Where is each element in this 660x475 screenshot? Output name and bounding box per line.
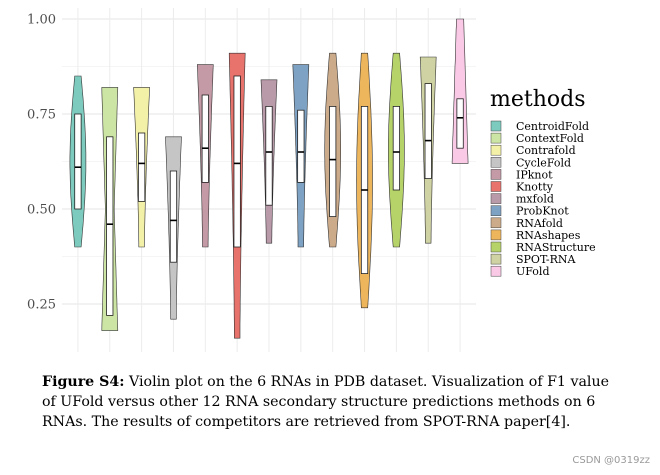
y-axis-ticks: 1.00 0.75 0.50 0.25 — [27, 13, 56, 313]
legend-key-Contrafold — [490, 144, 502, 156]
violin-Contrafold — [133, 87, 150, 248]
legend-key-ContextFold — [490, 132, 502, 144]
legend-label-RNAshapes: RNAshapes — [516, 229, 581, 242]
legend-label-ProbKnot: ProbKnot — [516, 205, 569, 218]
box-ContextFold — [106, 136, 114, 316]
box-CentroidFold — [74, 113, 82, 210]
legend-label-SPOT-RNA: SPOT-RNA — [516, 253, 576, 266]
legend-key-SPOT-RNA — [490, 253, 502, 265]
figure-caption: Figure S4: Violin plot on the 6 RNAs in … — [42, 372, 612, 432]
violin-Knotty — [228, 52, 246, 339]
y-tick-label-3: 0.25 — [27, 298, 56, 313]
violins — [69, 18, 469, 339]
legend-key-UFold — [490, 265, 502, 277]
box-RNAfold — [329, 106, 337, 217]
y-tick-label-1: 0.75 — [27, 108, 56, 123]
violin-RNAStructure — [388, 52, 405, 248]
legend-key-Knotty — [490, 181, 502, 192]
box-IPknot — [201, 94, 209, 183]
box-Contrafold — [138, 132, 146, 202]
violin-CycleFold — [165, 136, 182, 320]
caption-label: Figure S4: — [42, 374, 125, 390]
legend-label-CentroidFold: CentroidFold — [516, 120, 589, 133]
box-SPOT-RNA — [424, 83, 432, 179]
violin-body-UFold — [451, 18, 469, 164]
violin-chart: 1.000.750.500.25 methods CentroidFoldCon… — [27, 8, 596, 352]
violin-ContextFold — [101, 87, 119, 331]
legend-key-RNAStructure — [490, 241, 502, 253]
legend-key-RNAshapes — [490, 229, 502, 241]
box-UFold — [456, 98, 464, 149]
box-ProbKnot — [297, 109, 305, 183]
violin-IPknot — [196, 64, 214, 248]
y-tick-label-0: 1.00 — [27, 13, 56, 28]
legend-label-ContextFold: ContextFold — [516, 132, 584, 145]
box-mxfold — [265, 106, 273, 206]
box-RNAStructure — [392, 106, 400, 191]
violin-RNAfold — [324, 52, 341, 248]
violin-CentroidFold — [69, 75, 87, 248]
violin-ProbKnot — [292, 64, 310, 248]
legend-key-ProbKnot — [490, 205, 502, 216]
y-tick-label-2: 0.50 — [27, 203, 56, 218]
legend-key-IPknot — [490, 169, 502, 180]
legend-label-CycleFold: CycleFold — [516, 156, 571, 169]
box-CycleFold — [169, 170, 178, 263]
legend-key-CycleFold — [490, 157, 502, 168]
legend-label-mxfold: mxfold — [516, 193, 554, 206]
legend: methods CentroidFoldContextFoldContrafol… — [490, 87, 596, 278]
legend-title: methods — [490, 87, 586, 112]
legend-label-IPknot: IPknot — [516, 168, 553, 181]
violin-UFold — [451, 18, 469, 164]
legend-label-Knotty: Knotty — [516, 181, 554, 194]
legend-label-RNAfold: RNAfold — [516, 217, 563, 230]
legend-label-Contrafold: Contrafold — [516, 144, 576, 157]
legend-key-RNAfold — [490, 217, 502, 229]
violin-SPOT-RNA — [419, 56, 437, 244]
box-Knotty — [233, 75, 241, 248]
caption-text: Violin plot on the 6 RNAs in PDB dataset… — [42, 374, 610, 430]
violin-mxfold — [260, 79, 278, 244]
legend-key-mxfold — [490, 193, 502, 204]
legend-key-CentroidFold — [490, 120, 502, 132]
watermark: CSDN @0319zz — [572, 455, 650, 466]
legend-label-RNAStructure: RNAStructure — [516, 241, 596, 254]
legend-label-UFold: UFold — [516, 265, 549, 278]
violin-RNAshapes — [356, 52, 373, 309]
